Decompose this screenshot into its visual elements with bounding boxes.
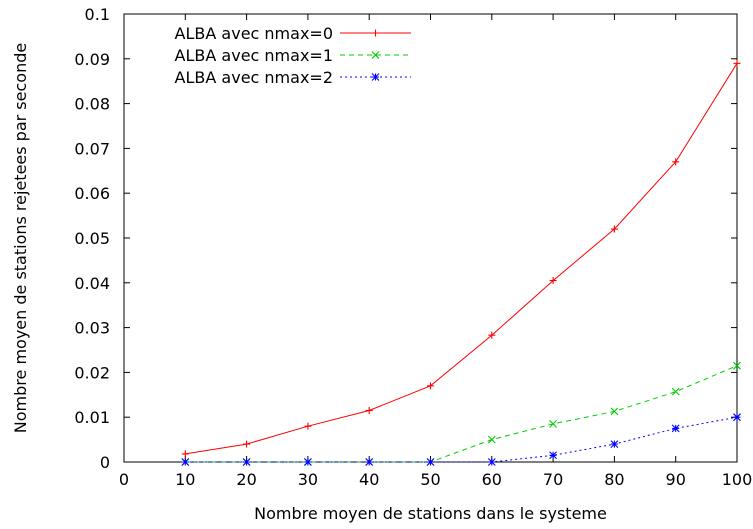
y-tick-label: 0.05 [74, 229, 110, 248]
marker-plus [372, 29, 379, 37]
marker-plus [672, 158, 680, 166]
marker-cross [671, 387, 680, 396]
series-2 [181, 361, 741, 466]
y-tick-label: 0.1 [85, 5, 110, 24]
y-tick-label: 0.01 [74, 408, 110, 427]
x-tick-label: 0 [119, 470, 129, 489]
x-tick-label: 70 [543, 470, 563, 489]
marker-plus [243, 440, 251, 448]
y-tick-label: 0 [100, 453, 110, 472]
marker-star [426, 458, 435, 466]
marker-star [242, 458, 251, 466]
legend-label: ALBA avec nmax=0 [175, 24, 333, 43]
marker-cross [549, 420, 557, 428]
series-group [181, 59, 741, 466]
marker-plus [304, 422, 312, 430]
y-tick-label: 0.08 [74, 95, 110, 114]
marker-cross [733, 361, 741, 370]
y-tick-label: 0.03 [74, 319, 110, 338]
y-tick-label: 0.06 [74, 184, 110, 203]
marker-star [549, 451, 557, 460]
marker-plus [488, 331, 496, 339]
marker-plus [549, 277, 557, 285]
marker-plus [181, 450, 189, 458]
y-tick-label: 0.09 [74, 50, 110, 69]
x-tick-label: 80 [604, 470, 624, 489]
series-line [185, 63, 738, 455]
x-tick-label: 90 [666, 470, 686, 489]
x-tick-label: 10 [175, 470, 195, 489]
marker-star [671, 424, 680, 433]
marker-star [181, 458, 190, 466]
marker-plus [365, 406, 373, 414]
series-1 [181, 59, 741, 458]
x-tick-label: 20 [236, 470, 256, 489]
x-tick-label: 40 [359, 470, 379, 489]
marker-cross [610, 407, 619, 416]
legend-label: ALBA avec nmax=2 [175, 68, 333, 87]
marker-plus [427, 382, 434, 390]
legend: ALBA avec nmax=0 ALBA avec nmax=1 ALBA ave… [175, 24, 411, 87]
legend-label: ALBA avec nmax=1 [175, 46, 333, 65]
x-tick-label: 30 [298, 470, 318, 489]
axis-tick-labels: 0 10 20 30 40 50 60 70 80 90 100 0 0.01 0.02 0.03 0.04 0… [74, 5, 752, 489]
marker-star [371, 73, 380, 81]
x-axis-title: Nombre moyen de stations dans le systeme [254, 504, 607, 523]
series-line [185, 365, 738, 463]
x-tick-label: 50 [420, 470, 440, 489]
x-tick-label: 60 [482, 470, 502, 489]
marker-cross [371, 51, 380, 59]
series-line [185, 416, 738, 463]
marker-star [733, 413, 741, 422]
x-tick-label: 100 [722, 470, 753, 489]
marker-plus [733, 59, 741, 67]
marker-star [304, 458, 312, 466]
marker-star [610, 440, 619, 448]
y-tick-label: 0.04 [74, 274, 110, 293]
marker-star [365, 458, 374, 466]
marker-star [487, 458, 496, 466]
y-axis-title: Nombre moyen de stations rejetees par se… [11, 43, 30, 433]
y-tick-label: 0.07 [74, 139, 110, 158]
marker-plus [610, 225, 618, 233]
y-tick-label: 0.02 [74, 363, 110, 382]
series-3 [181, 413, 741, 466]
marker-cross [487, 435, 496, 444]
